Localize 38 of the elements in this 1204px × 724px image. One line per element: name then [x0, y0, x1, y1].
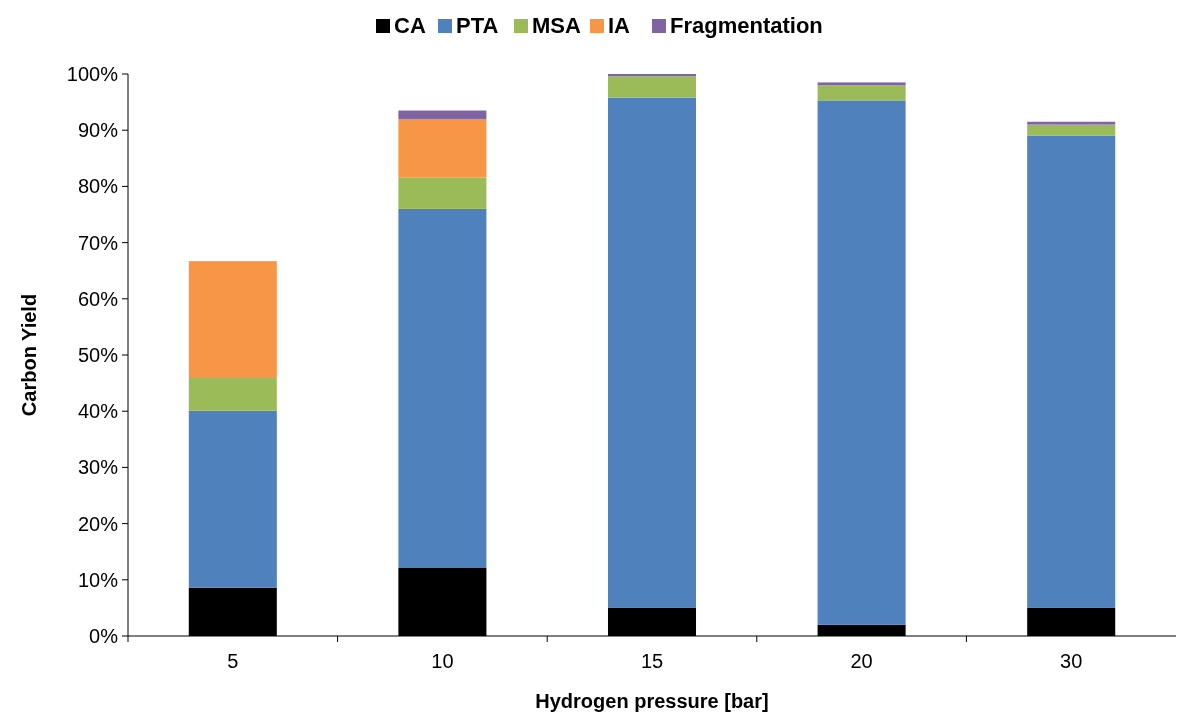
bar [398, 118, 487, 178]
y-axis-title: Carbon Yield [18, 293, 40, 417]
legend-label: Fragmentation [670, 13, 823, 38]
y-tick-label: 90% [77, 119, 119, 142]
bar [398, 177, 487, 209]
y-tick-label: 20% [77, 512, 119, 535]
y-tick-label: 30% [77, 456, 119, 479]
y-tick-label: 80% [77, 175, 119, 198]
bar [1027, 121, 1116, 125]
bar [1027, 135, 1116, 608]
bar [817, 82, 906, 86]
bar [817, 85, 906, 101]
bar [817, 100, 906, 625]
x-tick-label: 15 [640, 650, 664, 672]
y-tick-label: 60% [77, 287, 119, 310]
y-tick-label: 100% [66, 63, 119, 85]
legend-label: PTA [456, 13, 499, 38]
legend-label: CA [394, 13, 426, 38]
y-tick-label: 70% [77, 231, 119, 254]
y-tick-label: 0% [89, 625, 119, 647]
x-axis-title: Hydrogen pressure [bar] [535, 690, 769, 712]
x-tick-label: 10 [431, 650, 454, 672]
y-tick-label: 10% [77, 568, 119, 591]
x-tick-label: 20 [850, 650, 873, 672]
bar [398, 208, 487, 568]
legend-label: IA [608, 13, 631, 38]
y-tick-label: 40% [77, 400, 119, 423]
x-tick-label: 30 [1060, 650, 1083, 672]
bar [607, 97, 697, 608]
y-tick-label: 50% [77, 344, 119, 366]
bar [188, 378, 277, 411]
legend-label: MSA [532, 13, 581, 38]
bar [188, 261, 277, 379]
bar [398, 110, 487, 119]
x-tick-label: 5 [227, 650, 239, 672]
bar [188, 410, 277, 588]
bar [1027, 124, 1116, 136]
bar [607, 76, 697, 98]
